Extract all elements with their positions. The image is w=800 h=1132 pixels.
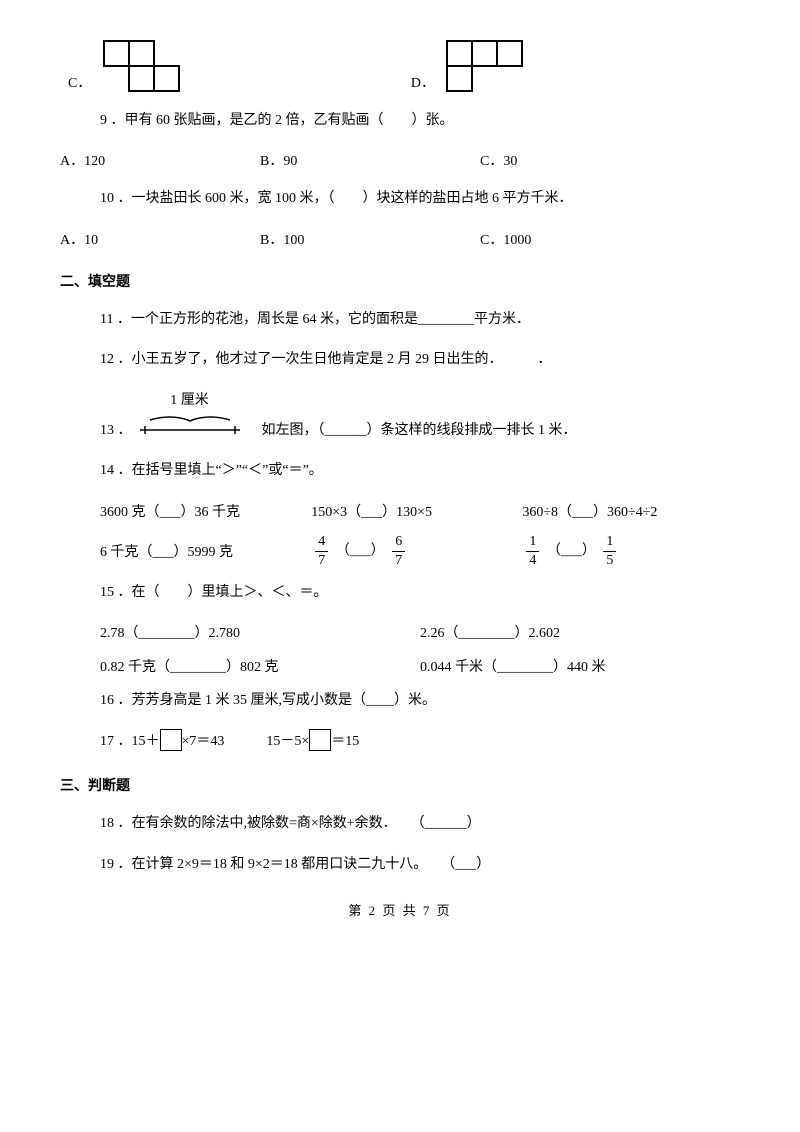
q10-stem: 10 ．一块盐田长 600 米，宽 100 米，（ ）块这样的盐田占地 6 平方… [60, 188, 740, 210]
q14-r1c2: 150×3（___）130×5 [311, 501, 522, 521]
q9-choice-b: B．90 [260, 150, 480, 170]
q15-head: 15 ．在（ ）里填上＞、＜、＝。 [60, 582, 740, 604]
q12: 12 ．小王五岁了，他才过了一次生日他肯定是 2 月 29 日出生的． ． [60, 349, 740, 371]
q10-choices: A．10 B．100 C．1000 [60, 229, 740, 249]
tetromino-c-icon [103, 40, 181, 92]
q9-stem: 9 ．甲有 60 张贴画，是乙的 2 倍，乙有贴画（ ）张。 [60, 110, 740, 132]
q14-row2: 6 千克（___）5999 克 47 （___） 67 14 （___） 15 [60, 535, 740, 568]
q8-options-cd: C． D． [60, 40, 740, 92]
q14-r2c2-paren: （___） [336, 543, 385, 558]
option-c-wrap: C． [68, 40, 181, 92]
q10-choice-a: A．10 [60, 229, 260, 249]
section-3-header: 三、判断题 [60, 775, 740, 795]
q13-figure-label: 1 厘米 [140, 390, 240, 412]
brace-segment-icon [140, 414, 240, 434]
q15-row2: 0.82 千克（________）802 克 0.044 千米（________… [60, 656, 740, 676]
fraction-1-4: 14 [526, 535, 539, 568]
option-d-wrap: D． [411, 40, 525, 92]
q14-r2c3: 14 （___） 15 [522, 535, 733, 568]
q14-row1: 3600 克（___）36 千克 150×3（___）130×5 360÷8（_… [60, 501, 740, 521]
q10-choice-c: C．1000 [480, 229, 680, 249]
option-d-label: D． [411, 76, 435, 91]
q13: 13 ． 1 厘米 如左图，（______）条这样的线段排成一排长 1 米． [60, 390, 740, 443]
q13-tail: 如左图，（______）条这样的线段排成一排长 1 米． [248, 420, 577, 442]
q14-r1c3: 360÷8（___）360÷4÷2 [522, 501, 733, 521]
q14-r1c1: 3600 克（___）36 千克 [100, 501, 311, 521]
option-c-label: C． [68, 76, 91, 91]
q10-choice-b: B．100 [260, 229, 480, 249]
q15-r1c1: 2.78（________）2.780 [100, 622, 420, 642]
q14-r2c2: 47 （___） 67 [311, 535, 522, 568]
q15-r1c2: 2.26（________）2.602 [420, 622, 740, 642]
page-container: C． D． 9 ．甲有 60 张贴画，是乙的 2 倍，乙有贴画（ ）张。 A．1… [0, 0, 800, 949]
q17-part2: ×7＝43 15－5× [182, 734, 310, 749]
tetromino-d-icon [446, 40, 524, 92]
q15-r2c1: 0.82 千克（________）802 克 [100, 656, 420, 676]
q13-figure: 1 厘米 [140, 390, 240, 443]
q19: 19 ．在计算 2×9＝18 和 9×2＝18 都用口诀二九十八。 （___） [60, 854, 740, 876]
fraction-4-7: 47 [315, 535, 328, 568]
fraction-6-7: 67 [392, 535, 405, 568]
q14-head: 14 ．在括号里填上“＞”“＜”或“＝”。 [60, 460, 740, 482]
q9-choice-a: A．120 [60, 150, 260, 170]
blank-box-icon [160, 729, 182, 751]
q16: 16 ．芳芳身高是 1 米 35 厘米,写成小数是（____）米。 [60, 690, 740, 712]
q15-row1: 2.78（________）2.780 2.26（________）2.602 [60, 622, 740, 642]
q9-choices: A．120 B．90 C．30 [60, 150, 740, 170]
q13-number: 13 ． [100, 420, 132, 442]
q15-r2c2: 0.044 千米（________）440 米 [420, 656, 740, 676]
q14-r2c1: 6 千克（___）5999 克 [100, 541, 311, 561]
q11: 11 ．一个正方形的花池，周长是 64 米，它的面积是________平方米． [60, 309, 740, 331]
blank-box-icon [309, 729, 331, 751]
q14-r2c3-paren: （___） [547, 543, 596, 558]
q17-part3: ＝15 [331, 734, 359, 749]
section-2-header: 二、填空题 [60, 271, 740, 291]
q17-part1: 17 ．15＋ [100, 734, 160, 749]
fraction-1-5: 15 [603, 535, 616, 568]
q18: 18 ．在有余数的除法中,被除数=商×除数+余数． （______） [60, 813, 740, 835]
q17: 17 ．15＋ ×7＝43 15－5× ＝15 [60, 731, 740, 754]
page-footer: 第 2 页 共 7 页 [60, 900, 740, 919]
q9-choice-c: C．30 [480, 150, 680, 170]
